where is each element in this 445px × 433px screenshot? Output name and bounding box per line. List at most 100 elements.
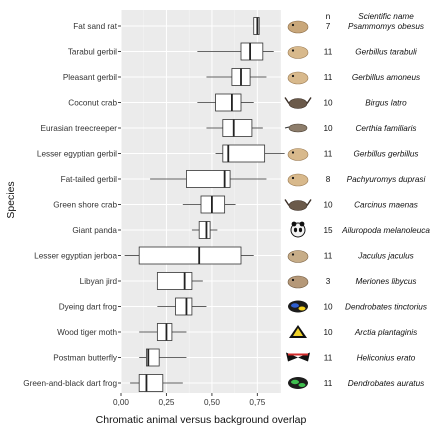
y-axis-title: Species (5, 181, 17, 218)
iqr-box (200, 195, 226, 214)
crab-claw (306, 199, 312, 206)
iqr-box (253, 17, 260, 35)
iqr-box (156, 272, 193, 290)
n-value: 10 (323, 124, 333, 133)
n-value: 7 (326, 22, 331, 31)
iqr-box (240, 42, 264, 61)
iqr-box (215, 93, 242, 112)
iqr-box (222, 119, 253, 137)
iqr-box (138, 246, 242, 265)
x-tick-label: 0,75 (249, 398, 265, 407)
species-label: Libyan jird (80, 277, 118, 286)
species-label: Pleasant gerbil (63, 73, 117, 82)
scientific-name: Ailuropoda melanoleuca (341, 226, 430, 235)
scientific-name: Psammomys obesus (348, 22, 424, 31)
rodent-body (287, 71, 309, 85)
scientific-name: Dendrobates tinctorius (345, 303, 427, 312)
gerbil-photo-icon (287, 71, 309, 85)
n-value: 3 (326, 277, 331, 286)
rodent-eye (291, 49, 295, 52)
rodent-eye (291, 151, 295, 154)
crab-photo-icon (284, 97, 312, 109)
scientific-name: Carcinus maenas (354, 201, 418, 210)
n-value: 11 (324, 379, 333, 388)
butterfly-photo-icon (286, 352, 310, 362)
scientific-name: Certhia familiaris (356, 124, 417, 133)
species-label: Eurasian treecreeper (41, 124, 118, 133)
n-value: 11 (324, 252, 333, 261)
x-tick-label: 0,50 (204, 398, 220, 407)
scientific-name: Dendrobates auratus (348, 379, 424, 388)
iqr-box (156, 323, 173, 341)
species-label: Tarabul gerbil (68, 48, 117, 57)
rodent-eye (291, 23, 295, 27)
n-value: 11 (324, 73, 333, 82)
rodent-eye (291, 253, 295, 256)
bird-beak (284, 126, 290, 129)
scientific-name: Arctia plantaginis (354, 328, 417, 337)
panda-head (290, 222, 306, 238)
n-value: 10 (323, 99, 333, 108)
scientific-name: Heliconius erato (357, 354, 416, 363)
scientific-name: Gerbillus tarabuli (355, 48, 417, 57)
moth-pattern (293, 328, 303, 336)
scientific-name: Meriones libycus (356, 277, 417, 286)
x-tick-label: 0,25 (158, 398, 174, 407)
crab-claw (284, 199, 290, 206)
rodent-body (287, 250, 309, 263)
crab-claw (284, 97, 290, 104)
crab-shell (288, 200, 308, 211)
n-column-header: n (326, 11, 331, 21)
species-label: Lesser egyptian gerbil (37, 150, 117, 159)
frog-spot (298, 383, 306, 387)
species-label: Coconut crab (68, 99, 117, 108)
panda-ear (291, 221, 297, 227)
species-label: Giant panda (72, 226, 117, 235)
rodent-body (287, 46, 309, 59)
rodent-eye (291, 176, 295, 180)
species-label: Green shore crab (53, 201, 117, 210)
rodent-eye (291, 74, 295, 78)
n-value: 11 (324, 150, 333, 159)
n-value: 15 (323, 226, 333, 235)
panda-ear (299, 221, 305, 227)
panda-photo-icon (290, 221, 306, 238)
scientific-name: Gerbillus amoneus (352, 73, 420, 82)
species-label: Lesser egyptian jerboa (34, 252, 117, 261)
x-tick-label: 0,00 (113, 398, 129, 407)
rodent-eye (291, 278, 295, 282)
gerbil-photo-icon (287, 148, 309, 161)
frog-spot (298, 306, 306, 311)
boxes (124, 17, 285, 392)
iqr-box (222, 144, 266, 163)
iqr-box (138, 374, 164, 392)
moth-photo-icon (289, 325, 307, 338)
x-axis-ticks: 0,00 0,25 0,50 0,75 (113, 393, 266, 407)
gerbil-photo-icon (287, 46, 309, 59)
n-column: 7 11 11 10 10 11 8 10 15 11 3 10 10 11 11 (323, 22, 333, 388)
scientific-name: Gerbillus gerbillus (353, 150, 418, 159)
scientific-name: Pachyuromys duprasi (347, 175, 426, 184)
scientific-name: Jaculus jaculus (357, 252, 414, 261)
scientific-column-header: Scientific name (358, 12, 414, 21)
species-label: Green-and-black dart frog (23, 379, 117, 388)
frog-spot (291, 303, 299, 308)
frog-spot (291, 379, 299, 385)
crab-photo-icon (284, 199, 312, 211)
species-label: Postman butterfly (53, 354, 118, 363)
iqr-box (175, 297, 193, 316)
gerbil-photo-icon (287, 173, 309, 187)
scientific-name: Birgus latro (365, 99, 407, 108)
n-value: 10 (323, 303, 333, 312)
rodent-body (287, 275, 309, 289)
n-value: 11 (324, 48, 333, 57)
rat-photo-icon (287, 20, 309, 34)
n-value: 8 (326, 175, 331, 184)
n-value: 10 (323, 328, 333, 337)
jird-photo-icon (287, 275, 309, 289)
iqr-box (198, 221, 211, 239)
n-value: 10 (323, 201, 333, 210)
bird-body (288, 123, 308, 133)
crab-shell (288, 98, 308, 109)
